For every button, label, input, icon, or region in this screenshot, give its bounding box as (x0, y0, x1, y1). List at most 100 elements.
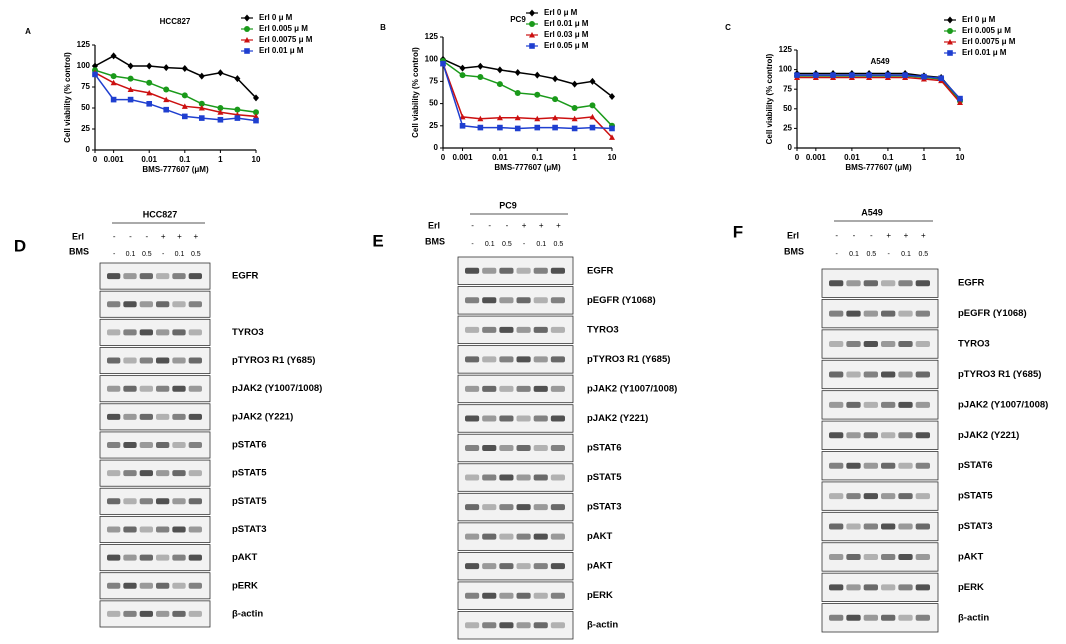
bms-dose: 0.5 (142, 251, 152, 258)
band (465, 504, 480, 511)
band (188, 413, 202, 420)
x-tick-label: 1 (218, 155, 223, 164)
data-point (217, 105, 224, 111)
series-line (797, 75, 961, 102)
x-tick-label: 0.01 (492, 153, 508, 162)
band (156, 582, 170, 589)
band (516, 267, 531, 274)
band (123, 273, 137, 280)
data-point (552, 75, 559, 83)
band (123, 582, 137, 589)
band (550, 385, 565, 392)
band (482, 533, 497, 540)
data-point (110, 79, 117, 86)
data-point (217, 109, 224, 115)
data-point (514, 89, 521, 96)
band (550, 592, 565, 599)
data-point (534, 115, 541, 122)
band (863, 493, 878, 500)
y-tick-label: 50 (429, 99, 438, 108)
data-point (253, 109, 259, 116)
band (107, 554, 121, 561)
band (915, 462, 930, 469)
data-point (813, 72, 819, 78)
band (915, 310, 930, 317)
band (482, 297, 497, 304)
bms-dose: 0.5 (866, 251, 876, 258)
band (172, 413, 186, 420)
data-point (589, 124, 596, 131)
band (107, 413, 121, 420)
legend-label: Erl 0.0075 μ M (259, 35, 313, 44)
band (915, 523, 930, 530)
erl-sign: - (506, 221, 509, 230)
data-point (181, 65, 188, 73)
band (465, 326, 480, 333)
band (123, 526, 137, 533)
data-point (459, 64, 466, 72)
band (516, 592, 531, 599)
band (863, 371, 878, 378)
band (898, 614, 913, 621)
band-label: pERK (958, 582, 984, 593)
band (533, 592, 548, 599)
band (482, 415, 497, 422)
erl-sign: + (556, 221, 561, 230)
data-point (459, 113, 466, 120)
data-point (609, 134, 615, 140)
band-label: pAKT (958, 551, 984, 562)
band-label: pEGFR (Y1068) (958, 308, 1027, 319)
chart-title: HCC827 (160, 17, 191, 26)
band (533, 622, 548, 629)
band-label: EGFR (232, 271, 259, 282)
band (516, 415, 531, 422)
bms-dose: - (162, 251, 165, 258)
band (533, 563, 548, 570)
band (139, 273, 153, 280)
bms-dose: 0.5 (191, 251, 201, 258)
band (188, 610, 202, 617)
series-line (797, 76, 961, 104)
data-point (110, 96, 117, 103)
band (881, 523, 896, 530)
band (107, 385, 121, 392)
band (550, 474, 565, 481)
data-point (552, 96, 559, 103)
band (846, 310, 861, 317)
band-label: pAKT (587, 561, 613, 572)
y-axis-label: Cell viability (% control) (765, 53, 774, 144)
data-point (146, 89, 153, 96)
legend-label: Erl 0 μ M (544, 8, 578, 17)
band (863, 341, 878, 348)
band (516, 533, 531, 540)
data-point (497, 124, 503, 131)
band-label: pSTAT5 (232, 468, 267, 479)
data-point (477, 73, 484, 80)
bms-dose: 0.1 (849, 251, 859, 258)
data-point (885, 72, 891, 78)
band-label: pJAK2 (Y221) (958, 430, 1019, 441)
band-label: β-actin (587, 620, 618, 631)
x-tick-label: 0.1 (532, 153, 544, 162)
x-tick-label: 0 (441, 153, 446, 162)
band (829, 614, 844, 621)
band (482, 504, 497, 511)
legend-label: Erl 0.01 μ M (544, 19, 589, 28)
band (898, 280, 913, 287)
series-line (94, 73, 257, 122)
series-line (797, 74, 961, 100)
band (499, 415, 514, 422)
band-label: pSTAT5 (587, 472, 622, 483)
band (107, 273, 121, 280)
x-tick-label: 0 (795, 153, 800, 162)
band (107, 329, 121, 336)
band-label: pSTAT3 (587, 502, 621, 513)
y-tick-label: 100 (425, 54, 439, 63)
band (915, 553, 930, 560)
data-point (921, 73, 927, 80)
band (123, 442, 137, 448)
band (550, 297, 565, 304)
bms-dose: 0.1 (536, 241, 546, 248)
data-point (198, 72, 205, 80)
